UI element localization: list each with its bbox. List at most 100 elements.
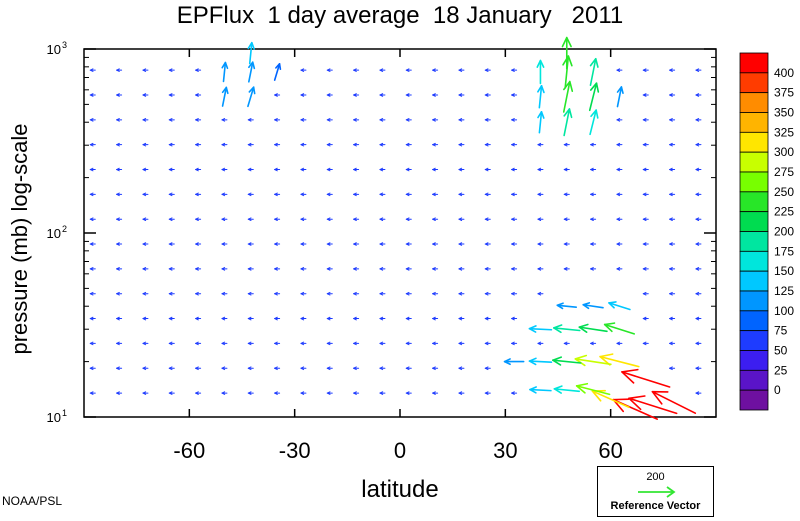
grid-vector	[353, 341, 360, 346]
grid-vector	[642, 267, 649, 271]
grid-vector	[195, 242, 202, 246]
grid-vector	[195, 68, 202, 72]
colorbar-label: 100	[774, 304, 794, 318]
flux-vector	[591, 389, 630, 409]
colorbar-label: 275	[774, 165, 794, 179]
grid-vector	[669, 93, 676, 97]
colorbar-label: 250	[774, 185, 794, 199]
grid-vector	[511, 118, 518, 122]
grid-vector	[563, 341, 570, 346]
flux-vector	[608, 301, 631, 311]
grid-vector	[142, 341, 149, 346]
colorbar-swatch	[739, 171, 769, 193]
flux-vector	[221, 86, 229, 107]
grid-vector	[537, 242, 544, 246]
grid-vector	[616, 192, 623, 197]
grid-vector	[326, 167, 333, 172]
flux-vector	[603, 322, 636, 335]
grid-vector	[168, 267, 175, 271]
flux-vector	[562, 55, 573, 89]
grid-vector	[432, 267, 439, 271]
grid-vector	[168, 242, 175, 246]
grid-vector	[590, 242, 597, 246]
colorbar-swatch	[739, 151, 769, 173]
grid-vector	[616, 167, 623, 172]
flux-vector	[578, 323, 608, 333]
grid-vector	[300, 217, 307, 222]
colorbar-swatch	[739, 72, 769, 94]
grid-vector	[247, 118, 254, 122]
grid-vector	[695, 167, 702, 172]
grid-vector	[247, 391, 254, 395]
grid-vector	[484, 242, 491, 246]
grid-vector	[511, 242, 518, 246]
grid-vector	[300, 93, 307, 97]
colorbar-label: 225	[774, 205, 794, 219]
x-tick-label: 0	[394, 438, 406, 463]
colorbar-label: 125	[774, 284, 794, 298]
y-tick-exponent: 3	[62, 40, 67, 50]
grid-vector	[247, 167, 254, 172]
flux-vector	[528, 357, 553, 366]
grid-vector	[484, 167, 491, 172]
flux-vector	[589, 57, 599, 87]
grid-vector	[484, 68, 491, 72]
grid-vector	[405, 267, 412, 271]
grid-vector	[195, 142, 202, 147]
grid-vector	[168, 142, 175, 147]
flux-vector	[536, 59, 545, 85]
grid-vector	[326, 118, 333, 122]
colorbar-swatch	[739, 350, 769, 371]
flux-vector	[552, 356, 582, 366]
y-tick-exponent: 1	[62, 408, 67, 418]
grid-vector	[326, 316, 333, 321]
grid-vector	[142, 267, 149, 271]
grid-vector	[458, 192, 465, 197]
grid-vector	[642, 68, 649, 72]
flux-vector	[248, 61, 256, 83]
x-tick-label: -30	[279, 438, 311, 463]
grid-vector	[616, 142, 623, 147]
grid-vector	[616, 341, 623, 346]
grid-vector	[89, 316, 96, 321]
credit-label: NOAA/PSL	[2, 494, 63, 508]
grid-vector	[590, 217, 597, 222]
grid-vector	[405, 341, 412, 346]
grid-vector	[642, 341, 649, 346]
grid-vector	[221, 217, 228, 222]
grid-vector	[168, 167, 175, 172]
flux-vector	[621, 368, 671, 388]
grid-vector	[642, 242, 649, 246]
grid-vector	[274, 242, 281, 246]
grid-vector	[274, 341, 281, 346]
grid-vector	[168, 366, 175, 371]
grid-vector	[353, 391, 360, 395]
colorbar-label: 0	[774, 383, 781, 397]
grid-vector	[89, 217, 96, 222]
grid-vector	[511, 93, 518, 97]
grid-vector	[195, 217, 202, 222]
grid-vector	[89, 366, 96, 371]
colorbar: 4003753503253002752502252001751501251007…	[739, 52, 794, 411]
grid-vector	[116, 341, 123, 346]
x-tick-label: -60	[173, 438, 205, 463]
grid-vector	[142, 242, 149, 246]
colorbar-label: 375	[774, 86, 794, 100]
grid-vector	[353, 68, 360, 72]
grid-vector	[616, 217, 623, 222]
grid-vector	[221, 291, 228, 296]
colorbar-swatch	[739, 52, 769, 74]
grid-vector	[300, 316, 307, 321]
grid-vector	[511, 316, 518, 321]
grid-vector	[563, 217, 570, 222]
flux-vector	[628, 395, 678, 415]
y-tick-label: 10	[47, 42, 61, 57]
colorbar-label: 200	[774, 225, 794, 239]
reference-vector-box: 200 Reference Vector	[597, 466, 714, 517]
grid-vector	[537, 167, 544, 172]
grid-vector	[695, 93, 702, 97]
grid-vector	[695, 217, 702, 222]
grid-vector	[379, 267, 386, 271]
grid-vector	[379, 118, 386, 122]
y-tick-exponent: 2	[62, 224, 67, 234]
